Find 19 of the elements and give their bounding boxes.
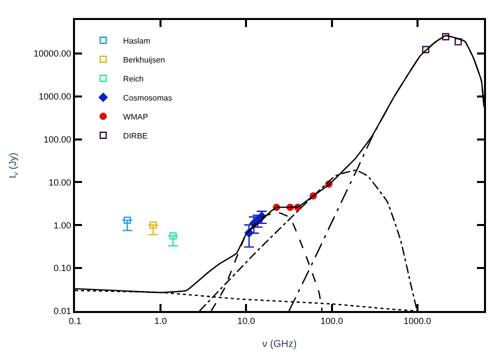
legend-label: Berkhuijsen <box>123 55 165 64</box>
x-tick-label: 1.0 <box>154 316 167 326</box>
x-tick-label: 1000.0 <box>404 316 432 326</box>
x-axis-title: ν (GHz) <box>262 338 297 350</box>
legend-label: Cosmosomas <box>123 93 172 102</box>
legend-label: Reich <box>123 74 144 84</box>
y-tick-label: 1000.00 <box>38 91 72 102</box>
y-tick-label: 10000.00 <box>34 48 72 59</box>
legend-label: DIRBE <box>123 131 148 140</box>
y-tick-label: 10.00 <box>48 177 72 188</box>
legend-label: Haslam <box>123 36 151 46</box>
x-tick-label: 0.1 <box>68 316 82 326</box>
x-tick-label: 10.0 <box>237 316 255 326</box>
y-tick-label: 100.00 <box>44 134 72 144</box>
legend-label: WMAP <box>123 112 148 122</box>
y-tick-label: 0.10 <box>54 263 72 274</box>
y-tick-label: 0.01 <box>54 306 72 316</box>
x-tick-label: 100.0 <box>320 316 344 326</box>
y-tick-label: 1.00 <box>54 220 72 230</box>
